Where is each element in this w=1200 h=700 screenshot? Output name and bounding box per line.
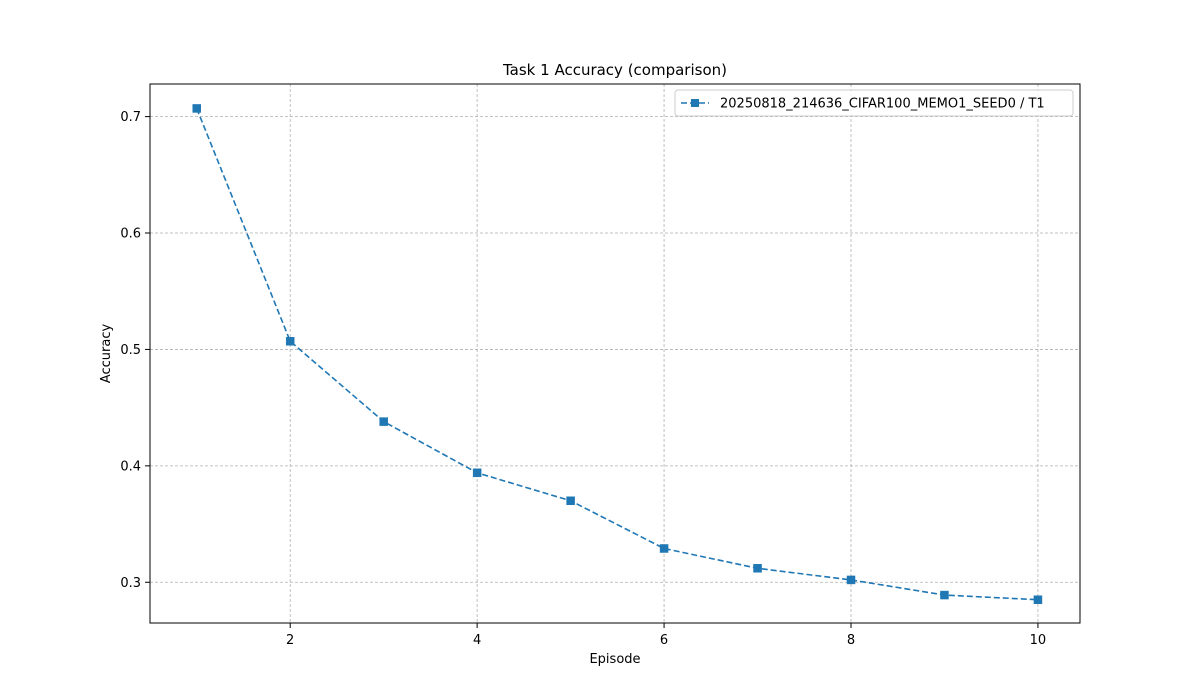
data-point-marker — [285, 337, 295, 346]
data-point-marker — [1033, 595, 1043, 604]
series-layer — [192, 104, 1043, 604]
chart-title: Task 1 Accuracy (comparison) — [502, 61, 727, 79]
y-tick-label: 0.4 — [120, 459, 141, 474]
data-point-marker — [566, 496, 575, 506]
x-tick-label: 8 — [847, 633, 855, 648]
legend-box — [674, 89, 1074, 117]
data-point-marker — [379, 417, 388, 426]
data-point-marker — [940, 590, 949, 600]
series-line — [195, 108, 1038, 601]
x-tick-label: 4 — [473, 633, 481, 648]
y-axis-label: Accuracy — [99, 324, 114, 384]
y-tick-label: 0.7 — [120, 110, 141, 125]
x-tick-label: 6 — [660, 633, 668, 648]
grid-lines — [150, 84, 1080, 623]
x-axis-label: Episode — [589, 652, 640, 667]
y-tick-label: 0.6 — [120, 227, 141, 242]
plot-area-frame — [149, 83, 1081, 624]
data-point-marker — [753, 564, 762, 573]
y-tick-label: 0.3 — [120, 576, 141, 591]
data-point-marker — [192, 104, 201, 113]
data-point-marker — [659, 544, 669, 553]
x-tick-label: 10 — [1030, 633, 1047, 648]
legend-series-label: 20250818_214636_CIFAR100_MEMO1_SEED0 / T… — [720, 97, 1045, 112]
legend: 20250818_214636_CIFAR100_MEMO1_SEED0 / T… — [674, 89, 1074, 117]
legend-marker-square — [691, 99, 699, 107]
x-tick-label: 2 — [286, 633, 294, 648]
data-point-marker — [472, 468, 482, 478]
y-tick-label: 0.5 — [120, 343, 141, 358]
axis-ticks: 2 4 6 8 10 0.3 0.4 0.5 0.6 0.7 — [120, 110, 1046, 648]
data-point-marker — [846, 575, 856, 585]
